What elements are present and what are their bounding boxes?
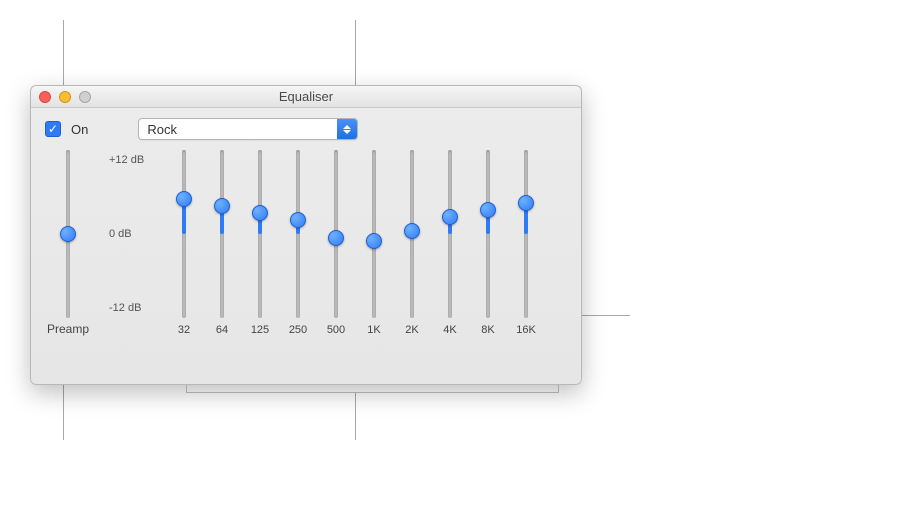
- slider-track: [258, 150, 262, 318]
- eq-band-1K: 1K: [367, 150, 381, 336]
- slider-knob[interactable]: [480, 202, 496, 218]
- eq-band-label: 32: [170, 324, 198, 336]
- eq-band-label: 125: [246, 324, 274, 336]
- eq-band-label: 4K: [436, 324, 464, 336]
- eq-bands: 32641252505001K2K4K8K16K: [177, 150, 533, 336]
- eq-slider-4K[interactable]: [448, 150, 452, 318]
- eq-body: Preamp +12 dB 0 dB -12 dB 32641252505001…: [31, 146, 581, 346]
- callout-line: [355, 393, 356, 440]
- scale-mid: 0 dB: [109, 228, 159, 240]
- slider-knob[interactable]: [366, 233, 382, 249]
- eq-slider-1K[interactable]: [372, 150, 376, 318]
- eq-slider-16K[interactable]: [524, 150, 528, 318]
- eq-band-4K: 4K: [443, 150, 457, 336]
- eq-band-label: 1K: [360, 324, 388, 336]
- slider-knob[interactable]: [176, 191, 192, 207]
- eq-band-label: 2K: [398, 324, 426, 336]
- equaliser-window: Equaliser ✓ On Rock Preamp +12 dB 0 dB -…: [30, 85, 582, 385]
- eq-band-label: 8K: [474, 324, 502, 336]
- eq-band-250: 250: [291, 150, 305, 336]
- slider-track: [448, 150, 452, 318]
- eq-slider-125[interactable]: [258, 150, 262, 318]
- preamp-slider[interactable]: [66, 150, 70, 318]
- bands-bracket: [186, 385, 559, 393]
- scale-column: +12 dB 0 dB -12 dB: [109, 150, 159, 318]
- slider-track: [334, 150, 338, 318]
- top-row: ✓ On Rock: [31, 108, 581, 146]
- slider-track: [296, 150, 300, 318]
- slider-knob[interactable]: [518, 195, 534, 211]
- zoom-button: [79, 91, 91, 103]
- eq-band-label: 500: [322, 324, 350, 336]
- slider-track: [372, 150, 376, 318]
- preamp-column: Preamp: [45, 150, 91, 336]
- eq-band-16K: 16K: [519, 150, 533, 336]
- eq-band-64: 64: [215, 150, 229, 336]
- slider-track: [410, 150, 414, 318]
- slider-track: [66, 150, 70, 318]
- scale-top: +12 dB: [109, 154, 159, 166]
- slider-knob[interactable]: [60, 226, 76, 242]
- eq-slider-32[interactable]: [182, 150, 186, 318]
- eq-band-8K: 8K: [481, 150, 495, 336]
- preset-dropdown[interactable]: Rock: [138, 118, 358, 140]
- window-title: Equaliser: [31, 89, 581, 104]
- slider-track: [220, 150, 224, 318]
- slider-knob[interactable]: [442, 209, 458, 225]
- on-label: On: [71, 122, 88, 137]
- eq-slider-64[interactable]: [220, 150, 224, 318]
- eq-slider-500[interactable]: [334, 150, 338, 318]
- traffic-lights: [31, 91, 91, 103]
- dropdown-arrows-icon: [337, 119, 357, 139]
- eq-band-125: 125: [253, 150, 267, 336]
- eq-slider-2K[interactable]: [410, 150, 414, 318]
- slider-knob[interactable]: [290, 212, 306, 228]
- eq-slider-8K[interactable]: [486, 150, 490, 318]
- eq-band-label: 16K: [512, 324, 540, 336]
- callout-line: [575, 315, 630, 316]
- minimize-button[interactable]: [59, 91, 71, 103]
- on-checkbox[interactable]: ✓: [45, 121, 61, 137]
- slider-track: [486, 150, 490, 318]
- slider-knob[interactable]: [214, 198, 230, 214]
- slider-track: [182, 150, 186, 318]
- slider-track: [524, 150, 528, 318]
- scale-bottom: -12 dB: [109, 302, 159, 314]
- preamp-label: Preamp: [47, 322, 89, 336]
- close-button[interactable]: [39, 91, 51, 103]
- eq-band-label: 250: [284, 324, 312, 336]
- titlebar: Equaliser: [31, 86, 581, 108]
- eq-band-2K: 2K: [405, 150, 419, 336]
- eq-band-32: 32: [177, 150, 191, 336]
- slider-knob[interactable]: [328, 230, 344, 246]
- eq-slider-250[interactable]: [296, 150, 300, 318]
- preset-value: Rock: [139, 119, 337, 139]
- slider-knob[interactable]: [404, 223, 420, 239]
- eq-band-500: 500: [329, 150, 343, 336]
- eq-band-label: 64: [208, 324, 236, 336]
- slider-knob[interactable]: [252, 205, 268, 221]
